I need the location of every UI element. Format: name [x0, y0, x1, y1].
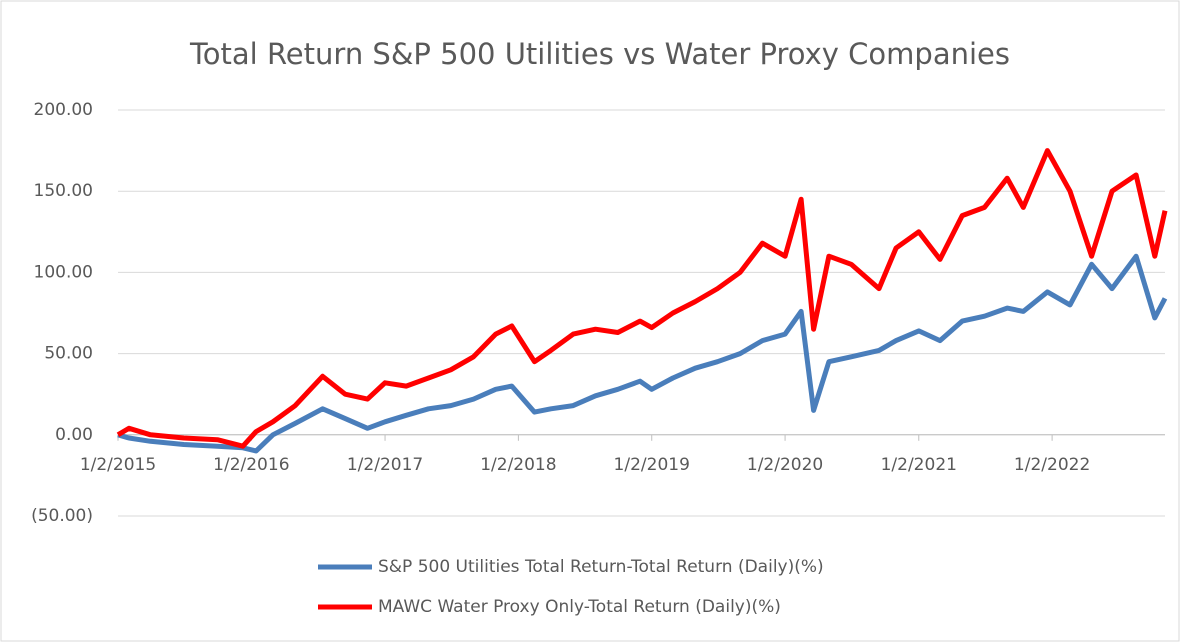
x-tick-label: 1/2/2019 [614, 455, 690, 475]
series-line [117, 253, 1168, 454]
x-tick-label: 1/2/2015 [80, 455, 156, 475]
x-tick-label: 1/2/2020 [747, 455, 823, 475]
x-tick-label: 1/2/2017 [347, 455, 423, 475]
y-tick-label: 50.00 [44, 344, 93, 364]
x-tick-label: 1/2/2018 [480, 455, 556, 475]
x-tick-label: 1/2/2016 [213, 455, 289, 475]
chart-title: Total Return S&P 500 Utilities vs Water … [189, 37, 1010, 71]
x-tick-label: 1/2/2022 [1014, 455, 1090, 475]
legend-label: MAWC Water Proxy Only-Total Return (Dail… [378, 597, 781, 617]
y-tick-label: (50.00) [31, 506, 93, 526]
y-tick-label: 100.00 [34, 262, 93, 282]
series-line [116, 148, 1168, 449]
y-tick-label: 0.00 [55, 425, 93, 445]
x-tick-label: 1/2/2021 [881, 455, 957, 475]
legend-label: S&P 500 Utilities Total Return-Total Ret… [378, 557, 824, 577]
y-tick-label: 200.00 [34, 100, 93, 120]
y-tick-label: 150.00 [34, 181, 93, 201]
